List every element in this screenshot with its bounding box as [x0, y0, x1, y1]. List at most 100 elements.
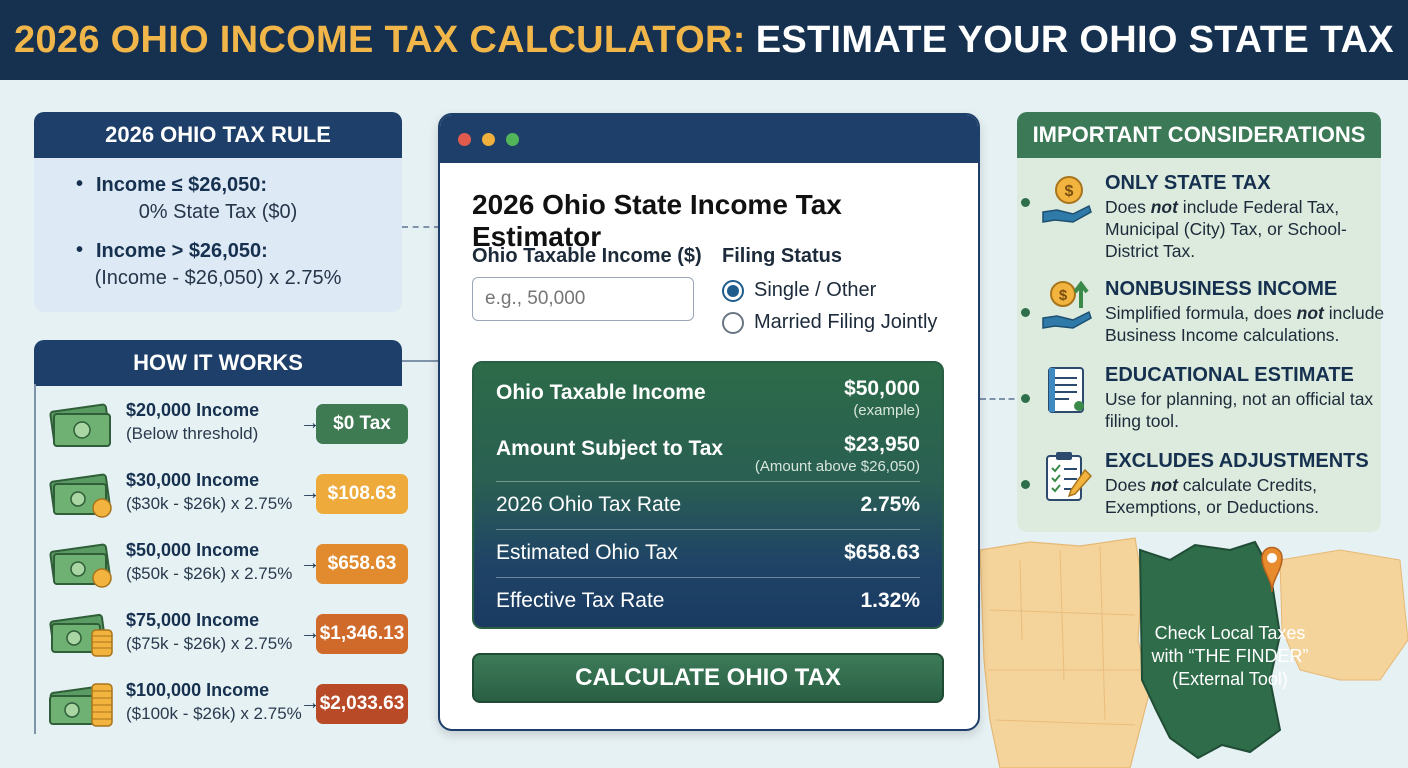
divider: [496, 481, 920, 482]
connector-left: [402, 226, 440, 228]
close-window-dot[interactable]: [458, 133, 471, 146]
radio-selected-icon[interactable]: [722, 279, 744, 302]
divider: [496, 529, 920, 530]
example-income: $20,000 Income: [126, 400, 260, 420]
rule-item-head: Income ≤ $26,050:: [76, 173, 384, 197]
filing-option-label: Single / Other: [754, 279, 877, 301]
filing-option-married[interactable]: Married Filing Jointly: [722, 311, 937, 334]
example-row: $75,000 Income ($75k - $26k) x 2.75% → $…: [48, 608, 448, 664]
consideration-head: EXCLUDES ADJUSTMENTS: [1105, 450, 1369, 472]
ohio-finder-callout: Check Local Taxes with “THE FINDER” (Ext…: [1140, 622, 1320, 691]
page-header: 2026 OHIO INCOME TAX CALCULATOR: ESTIMAT…: [0, 0, 1408, 80]
example-calc: ($100k - $26k) x 2.75%: [126, 704, 302, 723]
how-it-works-title: HOW IT WORKS: [34, 340, 402, 386]
result-note: (Amount above $26,050): [754, 458, 920, 475]
rule-item-head: Income > $26,050:: [76, 239, 384, 263]
coin-growth-icon: $: [1042, 280, 1092, 329]
tax-badge: $1,346.13: [316, 614, 408, 654]
example-income: $100,000 Income: [126, 680, 270, 700]
result-value: 2.75%: [860, 493, 920, 516]
example-income: $50,000 Income: [126, 540, 260, 560]
result-label: Effective Tax Rate: [496, 589, 665, 612]
example-calc: (Below threshold): [126, 424, 259, 443]
calculate-button[interactable]: CALCULATE OHIO TAX: [472, 653, 944, 703]
bullet-dot: [1021, 198, 1030, 207]
consideration-desc: Does not include Federal Tax, Municipal …: [1105, 197, 1347, 261]
consideration-desc: Use for planning, not an official tax fi…: [1105, 389, 1374, 431]
page-title-highlight: 2026 OHIO INCOME TAX CALCULATOR:: [14, 18, 746, 61]
considerations-title: IMPORTANT CONSIDERATIONS: [1017, 112, 1381, 158]
taxable-income-input[interactable]: [472, 277, 694, 321]
example-calc: ($50k - $26k) x 2.75%: [126, 564, 293, 583]
consideration-head: NONBUSINESS INCOME: [1105, 278, 1338, 300]
result-label: 2026 Ohio Tax Rate: [496, 493, 682, 516]
result-value: $50,000: [844, 377, 920, 400]
rule-item-sub: (Income - $26,050) x 2.75%: [94, 267, 342, 289]
arrow-right-icon: →: [300, 692, 320, 714]
document-icon: [1048, 367, 1084, 413]
result-label: Estimated Ohio Tax: [496, 541, 678, 564]
cash-coin-icon: [49, 543, 112, 588]
us-map-background: [979, 537, 1408, 768]
income-field-label: Ohio Taxable Income ($): [472, 245, 702, 267]
result-value: $23,950: [844, 433, 920, 456]
bullet-dot: [1021, 394, 1030, 403]
result-label: Amount Subject to Tax: [496, 437, 724, 460]
coin-hand-icon: $: [1042, 176, 1092, 223]
cash-coins-icon: [49, 683, 113, 727]
radio-unselected-icon[interactable]: [722, 311, 744, 334]
cash-coins-icon: [49, 613, 113, 657]
example-row: $50,000 Income ($50k - $26k) x 2.75% → $…: [48, 538, 448, 594]
callout-line-1: Check Local Taxes: [1154, 623, 1306, 643]
tax-rule-card: 2026 OHIO TAX RULE Income ≤ $26,050: 0% …: [34, 112, 402, 312]
tax-badge: $2,033.63: [316, 684, 408, 724]
example-income: $30,000 Income: [126, 470, 260, 490]
rule-item: Income > $26,050: (Income - $26,050) x 2…: [52, 239, 384, 290]
how-it-works-card: HOW IT WORKS $20,000 Income (Below thres…: [34, 340, 408, 740]
tax-badge: $658.63: [316, 544, 408, 584]
connector-how: [402, 360, 440, 362]
arrow-right-icon: →: [300, 552, 320, 574]
svg-text:$: $: [1065, 183, 1074, 200]
filing-option-label: Married Filing Jointly: [754, 311, 938, 333]
rule-item: Income ≤ $26,050: 0% State Tax ($0): [52, 173, 384, 224]
arrow-right-icon: →: [300, 482, 320, 504]
consideration-desc: Simplified formula, does not include Bus…: [1105, 303, 1385, 345]
connector-right: [980, 398, 1024, 400]
result-label: Ohio Taxable Income: [496, 381, 706, 404]
result-value: 1.32%: [860, 589, 920, 612]
arrow-right-icon: →: [300, 412, 320, 434]
minimize-window-dot[interactable]: [482, 133, 495, 146]
callout-line-3: (External Tool): [1172, 669, 1288, 689]
results-panel: Ohio Taxable Income $50,000 (example) Am…: [472, 361, 944, 629]
clipboard-check-icon: [1046, 452, 1093, 501]
consideration-desc: Does not calculate Credits, Exemptions, …: [1105, 475, 1319, 517]
example-calc: ($30k - $26k) x 2.75%: [126, 494, 293, 513]
filing-option-single[interactable]: Single / Other: [722, 279, 876, 302]
cash-coin-icon: [49, 473, 112, 518]
arrow-right-icon: →: [300, 622, 320, 644]
cash-icon: [49, 403, 111, 447]
example-income: $75,000 Income: [126, 610, 260, 630]
maximize-window-dot[interactable]: [506, 133, 519, 146]
page-title: ESTIMATE YOUR OHIO STATE TAX: [755, 18, 1394, 61]
calculator-window: 2026 Ohio State Income Tax Estimator Ohi…: [438, 113, 980, 731]
filing-status-label: Filing Status: [722, 245, 842, 267]
consideration-head: ONLY STATE TAX: [1105, 172, 1271, 194]
example-row: $30,000 Income ($30k - $26k) x 2.75% → $…: [48, 468, 448, 524]
tax-badge: $0 Tax: [316, 404, 408, 444]
result-value: $658.63: [844, 541, 920, 564]
tax-rule-title: 2026 OHIO TAX RULE: [34, 112, 402, 158]
svg-text:$: $: [1059, 287, 1068, 304]
location-pin-icon: [1261, 546, 1283, 593]
window-titlebar: [440, 115, 978, 163]
rule-item-sub: 0% State Tax ($0): [138, 201, 298, 223]
timeline-rail: [34, 384, 36, 734]
callout-line-2: with “THE FINDER”: [1151, 646, 1309, 666]
considerations-card: IMPORTANT CONSIDERATIONS $ ONLY STATE TA…: [1017, 112, 1384, 532]
example-row: $20,000 Income (Below threshold) → $0 Ta…: [48, 398, 448, 454]
tax-badge: $108.63: [316, 474, 408, 514]
bullet-dot: [1021, 480, 1030, 489]
example-row: $100,000 Income ($100k - $26k) x 2.75% →…: [48, 678, 448, 734]
divider: [496, 577, 920, 578]
